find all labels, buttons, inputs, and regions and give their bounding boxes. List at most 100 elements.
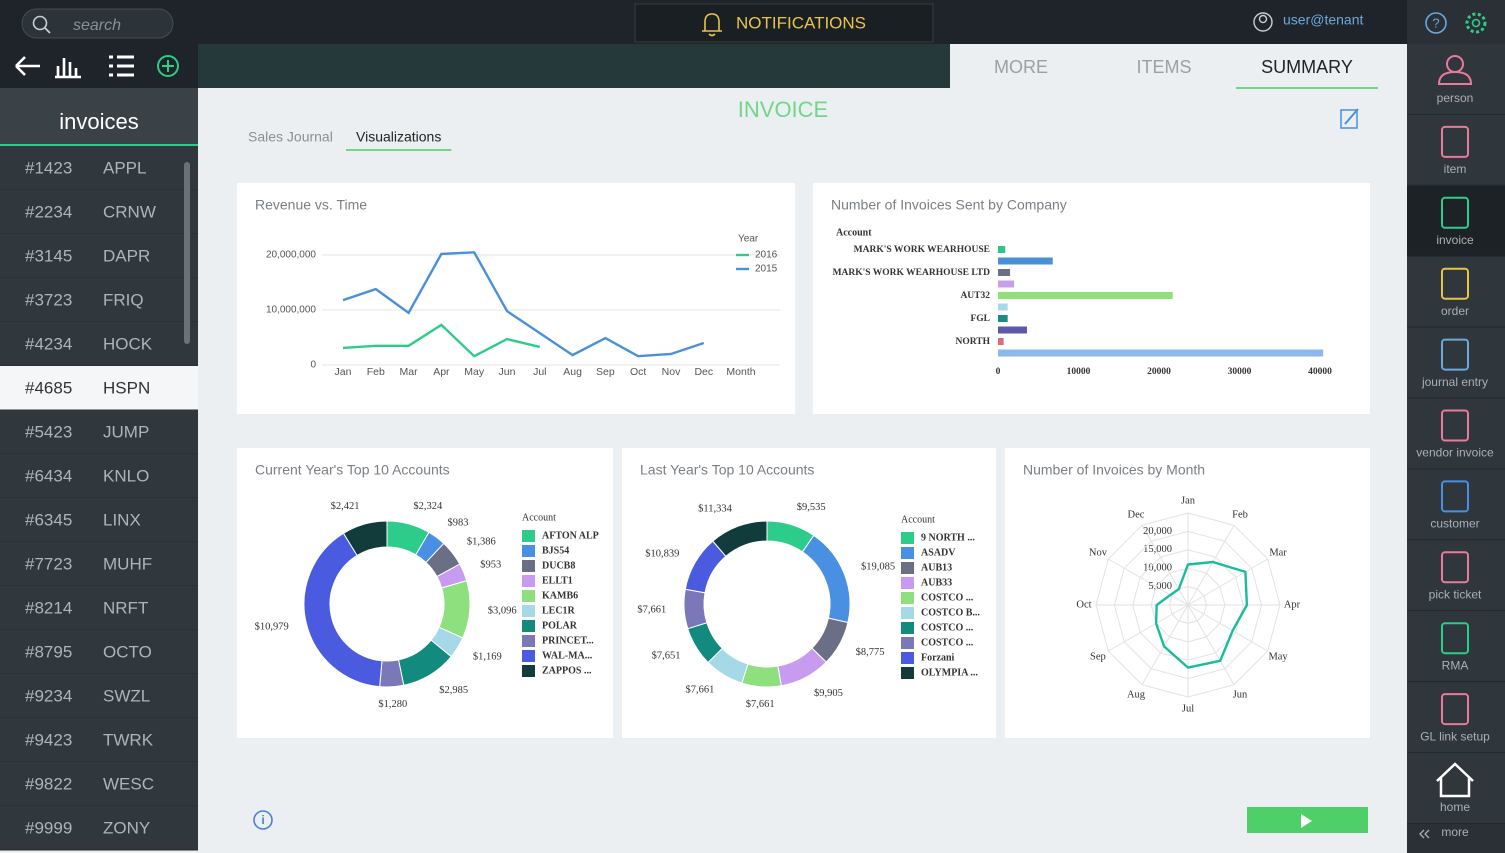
invoice-code: OCTO — [103, 642, 152, 661]
category-label: NORTH — [955, 337, 990, 347]
legend-swatch — [901, 667, 914, 679]
search-icon-handle — [44, 27, 51, 34]
info-icon[interactable] — [253, 810, 273, 830]
subtab[interactable]: Sales Journal — [248, 129, 333, 145]
radar-category: Sep — [1090, 651, 1106, 662]
legend-label: COSTCO B... — [921, 607, 980, 618]
invoice-id: #8214 — [25, 598, 72, 617]
invoice-row[interactable] — [0, 806, 198, 850]
back-icon[interactable] — [15, 56, 40, 76]
edit-icon[interactable] — [1340, 109, 1358, 129]
invoice-row[interactable] — [0, 190, 198, 234]
settings-icon[interactable] — [1465, 12, 1487, 34]
invoice-row[interactable] — [0, 674, 198, 718]
invoice-id: #2234 — [25, 202, 72, 221]
legend-swatch — [522, 530, 535, 542]
radar-axis — [1108, 558, 1189, 606]
x-tick-label: 10000 — [1067, 367, 1091, 377]
search-box[interactable] — [21, 8, 174, 39]
category-label: MARK'S WORK WEARHOUSE LTD — [833, 268, 991, 278]
list-icon[interactable] — [109, 55, 134, 77]
header-strip — [198, 44, 950, 88]
radar-axis — [1141, 525, 1189, 606]
radar-tick-label: 15,000 — [1143, 544, 1172, 555]
nav-label: person — [1437, 91, 1474, 105]
chart-title: Number of Invoices Sent by Company — [831, 197, 1067, 213]
scrollbar — [184, 162, 190, 344]
legend-label: WAL-MA... — [542, 650, 593, 661]
nav-label: RMA — [1442, 658, 1469, 672]
collapse-icon[interactable] — [1419, 829, 1430, 839]
invoice-row[interactable] — [0, 322, 198, 366]
legend-swatch — [522, 575, 535, 587]
invoice-row[interactable] — [0, 234, 198, 278]
legend-swatch — [901, 547, 914, 559]
x-tick-label: Dec — [694, 366, 713, 378]
invoice-id: #3145 — [25, 246, 72, 265]
subtab[interactable]: Visualizations — [356, 129, 441, 145]
invoice-row[interactable] — [0, 586, 198, 630]
nav-more[interactable]: more — [1441, 825, 1469, 839]
legend-label: DUCB8 — [542, 560, 575, 571]
user-icon — [1253, 12, 1273, 32]
subtabs: Sales Journal Visualizations — [248, 129, 452, 151]
invoice-id: #9423 — [25, 730, 72, 749]
tab[interactable]: ITEMS — [1136, 57, 1191, 77]
x-tick-label: 40000 — [1308, 367, 1332, 377]
x-tick-label: Jul — [533, 366, 546, 378]
invoice-row[interactable] — [0, 718, 198, 762]
chart-icon[interactable] — [55, 58, 81, 79]
legend-label: KAMB6 — [542, 590, 578, 601]
invoice-row[interactable] — [0, 498, 198, 542]
tab[interactable]: MORE — [994, 57, 1048, 77]
chart-panel — [237, 448, 613, 738]
nav-icon — [1437, 70, 1473, 85]
value-label: $9,535 — [797, 502, 826, 513]
invoice-row[interactable] — [0, 542, 198, 586]
donut-slice — [303, 532, 383, 688]
radar-category: Jun — [1233, 689, 1248, 700]
tab[interactable]: SUMMARY — [1261, 57, 1353, 77]
invoice-row[interactable] — [0, 278, 198, 322]
radar-series — [1154, 560, 1249, 669]
invoice-row[interactable] — [0, 454, 198, 498]
radar-category: May — [1268, 651, 1288, 662]
run-button-icon — [1301, 814, 1312, 828]
radar-tick-label: 20,000 — [1143, 526, 1172, 537]
add-icon[interactable] — [157, 55, 179, 77]
invoice-row[interactable] — [0, 630, 198, 674]
invoice-row[interactable] — [0, 146, 198, 190]
category-label: MARK'S WORK WEARHOUSE — [854, 245, 990, 255]
bar — [998, 303, 1008, 311]
notifications-box[interactable] — [634, 3, 934, 43]
x-tick-label: Sep — [596, 366, 615, 378]
value-label: $2,324 — [413, 501, 443, 512]
bar — [998, 326, 1027, 334]
settings-icon-center — [1471, 18, 1481, 28]
radar-ring — [1113, 530, 1263, 680]
legend-swatch — [522, 605, 535, 617]
nav-icon — [1441, 125, 1469, 158]
invoice-row[interactable] — [0, 410, 198, 454]
invoice-code: MUHF — [103, 554, 152, 573]
invoice-id: #7723 — [25, 554, 72, 573]
invoice-code: TWRK — [103, 730, 154, 749]
invoice-code: ZONY — [103, 818, 150, 837]
help-icon[interactable] — [1425, 12, 1447, 34]
radar-axis — [1187, 558, 1268, 606]
legend-label: LEC1R — [542, 605, 576, 616]
legend-swatch — [901, 592, 914, 604]
invoice-row[interactable] — [0, 366, 198, 410]
user-name[interactable]: user@tenant — [1283, 12, 1363, 28]
donut-slice — [683, 588, 708, 630]
radar-category: Dec — [1128, 509, 1145, 520]
legend-swatch — [901, 607, 914, 619]
value-label: $1,386 — [467, 537, 496, 548]
x-tick-label: Jan — [335, 366, 352, 378]
x-tick-label: 20000 — [1147, 367, 1171, 377]
radar-category: Feb — [1232, 509, 1248, 520]
nav-label: order — [1441, 304, 1469, 318]
search-placeholder: search — [73, 17, 121, 34]
invoice-row[interactable] — [0, 762, 198, 806]
